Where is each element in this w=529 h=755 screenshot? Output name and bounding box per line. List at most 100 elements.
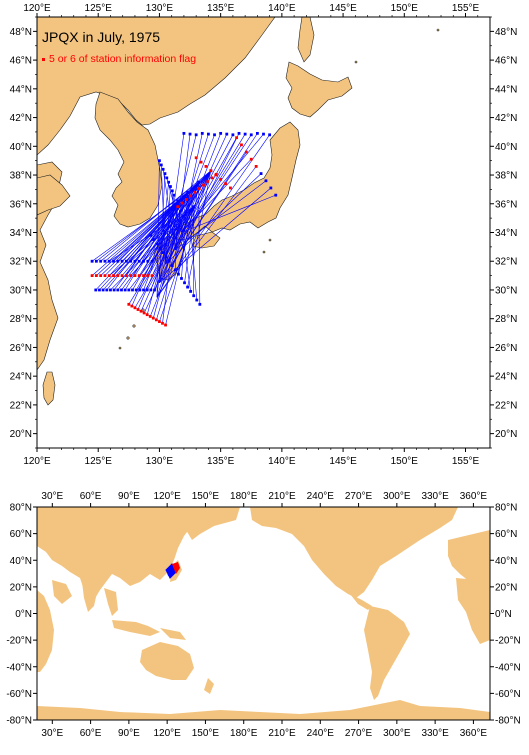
eurasia-west (37, 507, 190, 600)
honshu (173, 121, 301, 241)
station-point (164, 255, 168, 259)
arabia (52, 580, 72, 604)
station-point (161, 167, 165, 171)
track-line (181, 194, 276, 233)
lon-label-top: 90°E (118, 491, 140, 502)
station-point (249, 157, 253, 161)
track-line (181, 159, 252, 233)
station-point (158, 246, 162, 250)
lat-label-right: 30°N (495, 285, 517, 296)
lon-label-top: 145°E (329, 3, 357, 14)
station-point (153, 288, 156, 292)
station-point (127, 288, 131, 292)
lat-label-left: 80°N (10, 503, 32, 514)
shandong (37, 174, 71, 216)
station-point (167, 259, 171, 263)
lon-label-top: 150°E (192, 491, 220, 502)
world-map: 30°E 30°E 60°E 60°E 90°E 90°E 120°E 120°E 150°E 1… (6, 491, 520, 739)
station-point (127, 302, 131, 306)
station-point (107, 259, 111, 263)
lat-label-left: 30°N (10, 285, 32, 296)
islet (126, 336, 130, 340)
station-point (90, 259, 94, 263)
lon-label-bottom: 60°E (80, 728, 102, 739)
track-line (181, 134, 234, 233)
map-title: JPQX in July, 1975 (42, 29, 160, 45)
lon-label-top: 180°E (230, 491, 258, 502)
kamchatka (180, 507, 240, 540)
lon-label-bottom: 150°E (192, 728, 220, 739)
track-line (175, 180, 267, 250)
station-point (103, 259, 107, 263)
station-point (116, 288, 120, 292)
track-line (175, 134, 252, 250)
station-point (98, 288, 101, 292)
asia-mainland (37, 17, 276, 156)
se-asia (104, 588, 118, 616)
lon-label-bottom: 140°E (268, 456, 296, 467)
world-land (37, 507, 490, 720)
lon-label-top: 125°E (85, 3, 113, 14)
lat-label-left: 0°N (15, 609, 32, 620)
lon-label-bottom: 300°E (383, 728, 411, 739)
station-point (202, 183, 205, 187)
track-line (156, 160, 160, 298)
track-line (99, 182, 199, 291)
station-point (142, 288, 145, 292)
track-line (156, 166, 257, 298)
lat-label-left: 28°N (10, 314, 32, 325)
station-point (259, 172, 263, 175)
station-point (120, 288, 123, 292)
lat-label-left: 46°N (10, 56, 32, 67)
lat-label-right: 40°N (495, 556, 517, 567)
station-point (159, 163, 163, 167)
station-point (149, 233, 153, 237)
track-line (198, 182, 201, 305)
station-point (199, 160, 203, 164)
station-point (161, 251, 165, 255)
station-point (152, 238, 156, 242)
station-point (112, 274, 115, 277)
islet (118, 346, 122, 350)
track-line (96, 181, 199, 262)
lon-label-bottom: 330°E (421, 728, 449, 739)
lon-label-bottom: 210°E (268, 728, 296, 739)
station-point (219, 177, 223, 181)
regional-map: 120°E 120°E 125°E 125°E 130°E 130°E 135°E 135°E… (10, 3, 518, 467)
lon-label-bottom: 155°E (452, 456, 480, 467)
lon-label-bottom: 135°E (207, 456, 235, 467)
track-line (160, 164, 166, 265)
station-point (173, 268, 177, 272)
track-line (165, 133, 185, 265)
station-point (213, 133, 216, 137)
track-line (146, 200, 179, 315)
station-point (197, 187, 201, 191)
station-point (210, 176, 214, 180)
track-line (95, 192, 188, 291)
station-point (116, 274, 120, 277)
station-point (206, 180, 210, 183)
station-point (123, 288, 127, 292)
station-point (142, 311, 146, 315)
station-point (120, 259, 124, 263)
station-point (133, 306, 137, 310)
station-point (240, 143, 243, 147)
cruise-tracks (90, 131, 278, 327)
lat-label-right: -20°N (495, 636, 521, 647)
lon-label-bottom: 130°E (146, 456, 174, 467)
station-point (186, 190, 189, 194)
station-point (184, 198, 188, 201)
lat-label-right: 24°N (495, 372, 517, 383)
lon-label-top: 60°E (80, 491, 102, 502)
indonesia (112, 620, 160, 636)
station-point (146, 274, 150, 277)
lon-label-top: 155°E (452, 3, 480, 14)
station-point (194, 156, 198, 160)
station-point (94, 288, 98, 292)
track-line (91, 192, 188, 262)
lon-label-bottom: 360°E (460, 728, 488, 739)
station-point (129, 259, 133, 263)
lat-label-left: 34°N (10, 228, 32, 239)
lon-label-top: 120°E (23, 3, 51, 14)
lat-label-right: 46°N (495, 56, 517, 67)
